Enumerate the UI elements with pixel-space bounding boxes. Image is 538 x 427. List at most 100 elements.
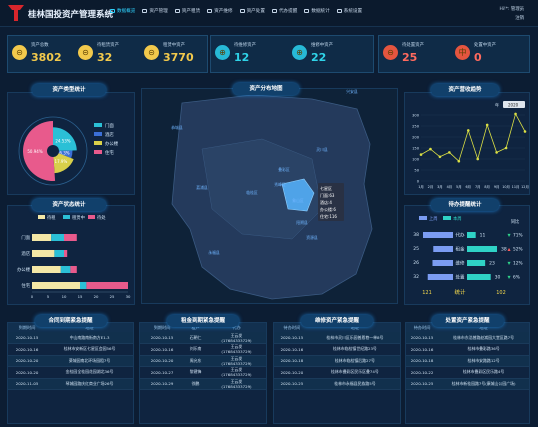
trend-point[interactable] <box>448 151 451 154</box>
nav-icon <box>174 9 180 13</box>
table-row[interactable]: 2020-10-20 葵城园南北环场园租7号 <box>8 355 133 367</box>
status-bar[interactable] <box>80 282 87 289</box>
kpi-card-3[interactable]: ⊕ 待维修资产 12 <box>215 35 279 71</box>
table-row[interactable]: 2020-10-25 桂林市永福县民族路5号 <box>274 378 400 390</box>
nav-item-2[interactable]: 资产租赁 <box>174 8 200 14</box>
kpi-card-5[interactable]: ⊖ 待处置资产 25 <box>383 35 447 71</box>
remind-right-bar[interactable] <box>467 274 491 280</box>
status-bar[interactable] <box>51 234 64 241</box>
table-row[interactable]: 2020-10-15 中山南路南街南方E1-3 <box>8 332 133 344</box>
status-bar[interactable] <box>64 234 77 241</box>
nav-item-5[interactable]: 代办提醒 <box>271 8 297 14</box>
map-label: 象山区 <box>292 198 304 203</box>
table-cell: 2020-10-16 <box>406 343 439 356</box>
trend-point[interactable] <box>419 153 423 156</box>
table-row[interactable]: 2020-10-16 桂林市叠彩路36号 <box>406 343 529 356</box>
table-row[interactable]: 2020-10-29 徐鹏 王云发 (17684333729) <box>140 378 266 390</box>
remind-left-bar[interactable] <box>423 232 453 238</box>
remind-right-bar[interactable] <box>467 232 476 238</box>
trend-point[interactable] <box>523 130 527 133</box>
logout-link[interactable]: 注销 <box>515 16 524 21</box>
map-region-qixing[interactable] <box>281 178 315 212</box>
status-bar[interactable] <box>70 266 77 273</box>
nav-item-4[interactable]: 资产处置 <box>239 8 265 14</box>
x-tick: 9月 <box>494 185 500 189</box>
table-row[interactable]: 2020-10-27 黎建锋 王云发 (17684333729) <box>140 366 266 379</box>
status-bar[interactable] <box>32 234 52 241</box>
table-row[interactable]: 2020-10-15 桂林市东浩曾路赵嵩园大堂区路7号 <box>406 332 529 344</box>
year-select[interactable] <box>503 101 525 108</box>
trend-line <box>420 112 526 162</box>
trend-point[interactable] <box>495 151 498 154</box>
table-cell: 桂林市叠彩区民乐路4号 <box>438 366 529 379</box>
y-tick: 酒店 <box>21 250 30 257</box>
map-label: 灵川县 <box>316 147 328 152</box>
table-header: 地址 <box>309 323 400 332</box>
kpi-card-0[interactable]: ⊝ 资产总数 3802 <box>12 35 76 71</box>
status-bar[interactable] <box>60 266 71 273</box>
map-label: 恭城县 <box>171 125 183 130</box>
status-bar[interactable] <box>32 282 80 289</box>
kpi-card-4[interactable]: ⊕ 维修中资产 22 <box>292 35 356 71</box>
x-tick: 30 <box>126 294 131 299</box>
table-row[interactable]: 2020-10-18 桂林市安路路12号 <box>406 355 529 367</box>
table-row[interactable]: 2020-10-18 桂林市临桂镇后路27号 <box>274 355 400 367</box>
remind-left-bar[interactable] <box>427 274 453 280</box>
kpi-card-6[interactable]: 中处置中资产 0 <box>455 35 519 71</box>
pie-slice-2[interactable] <box>53 151 74 174</box>
nav-item-3[interactable]: 资产维修 <box>207 8 233 14</box>
nav-label: 资产维修 <box>214 9 233 14</box>
table-row[interactable]: 2020-10-20 金桂园全桂园花园湖北36号 <box>8 366 133 379</box>
remind-right-bar[interactable] <box>467 246 497 252</box>
table-row[interactable]: 2020-11-05 琴城园路庆红商业广场26号 <box>8 378 133 390</box>
trend-point[interactable] <box>504 146 508 150</box>
table-row[interactable]: 2020-10-16 刘乐南 王云发 (17684333729) <box>140 343 266 356</box>
kpi-icon: ⊝ <box>144 45 159 60</box>
status-bar[interactable] <box>64 250 68 257</box>
trend-point[interactable] <box>514 112 517 116</box>
main-nav: 数据概览 资产管理 资产租赁 资产维修 资产处置 代办提醒 数据统计 系统设置 <box>110 8 369 14</box>
trend-point[interactable] <box>429 147 432 151</box>
table-row[interactable]: 2020-10-16 桂林市安新区七星区会园56号 <box>8 343 133 356</box>
nav-icon <box>142 9 148 13</box>
map-label: 资源县 <box>306 235 318 240</box>
nav-item-6[interactable]: 数据统计 <box>304 8 330 14</box>
remind-left-bar[interactable] <box>432 260 453 266</box>
table-row[interactable]: 2020-10-15 石朝仁 王云发 (17684333729) <box>140 332 266 344</box>
trend-point[interactable] <box>476 157 480 161</box>
y-tick: 门面 <box>21 234 30 241</box>
table-row[interactable]: 2020-10-20 周允东 王云发 (17684333729) <box>140 355 266 367</box>
trend-point[interactable] <box>438 155 442 159</box>
status-bar[interactable] <box>32 250 55 257</box>
status-bar[interactable] <box>86 282 128 289</box>
pie-slice-3[interactable] <box>23 121 56 181</box>
kpi-group-lease <box>7 35 208 73</box>
table-row[interactable]: 2020-10-15 桂林市灵川区乐园普恩巷一单8号 <box>274 332 400 344</box>
trend-point[interactable] <box>485 123 489 127</box>
nav-item-7[interactable]: 系统设置 <box>336 8 362 14</box>
kpi-card-2[interactable]: ⊝ 租赁中资产 3770 <box>144 35 208 71</box>
trend-point[interactable] <box>457 159 461 163</box>
remind-left-bar[interactable] <box>433 246 453 252</box>
status-bar[interactable] <box>54 250 64 257</box>
nav-item-0[interactable]: 数据概览 <box>110 8 135 14</box>
nav-icon <box>239 9 245 13</box>
kpi-value: 25 <box>402 51 418 64</box>
status-bar[interactable] <box>32 266 61 273</box>
total-right: 102 <box>496 290 506 296</box>
kpi-card-1[interactable]: ⊝ 待租赁资产 32 <box>78 35 142 71</box>
table-cell: 桂林市临桂镇世纪路23号 <box>309 343 400 356</box>
table-row[interactable]: 2020-10-22 桂林市叠彩区民乐路4号 <box>406 366 529 379</box>
map-region-center[interactable] <box>201 138 323 240</box>
pie-slice-0[interactable] <box>53 127 77 151</box>
trend-point[interactable] <box>466 129 470 132</box>
kpi-icon: ⊕ <box>215 45 230 60</box>
table-row[interactable]: 2020-10-20 桂林市叠彩区民乐区叠74号 <box>274 366 400 379</box>
table-row[interactable]: 2020-10-16 桂林市临桂镇世纪路23号 <box>274 343 400 356</box>
remind-right-bar[interactable] <box>467 260 486 266</box>
table-header: 到期时间 <box>140 323 185 332</box>
table-row[interactable]: 2020-10-25 桂林市新桂园路7号(康城山公园广场) <box>406 378 529 390</box>
nav-item-1[interactable]: 资产管理 <box>142 8 168 14</box>
